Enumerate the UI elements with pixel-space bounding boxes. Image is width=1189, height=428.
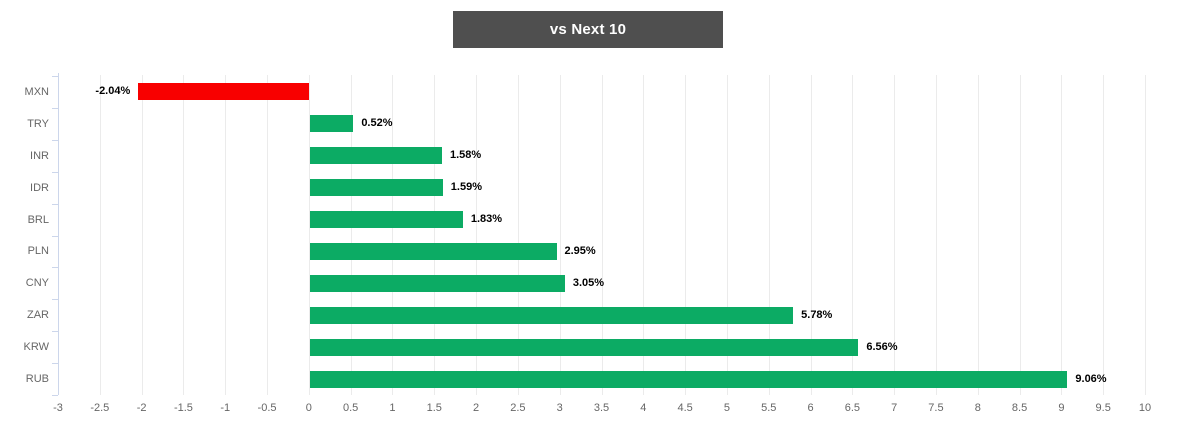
x-axis-tick-label: -2 xyxy=(136,402,147,414)
value-label: 5.78% xyxy=(801,308,833,321)
gridline xyxy=(1061,75,1063,395)
y-axis-tick xyxy=(52,172,58,173)
chart-title: vs Next 10 xyxy=(549,21,627,38)
value-label: 1.83% xyxy=(470,213,503,226)
x-axis-tick-label: 1 xyxy=(389,402,396,414)
y-axis-tick xyxy=(52,140,58,141)
gridline xyxy=(1103,75,1105,395)
gridline xyxy=(894,75,896,395)
gridline xyxy=(768,75,770,395)
x-axis-tick-label: 5.5 xyxy=(761,402,777,414)
category-label: MXN xyxy=(24,85,49,98)
value-label: 3.05% xyxy=(572,276,605,289)
gridline xyxy=(685,75,687,395)
category-label: PLN xyxy=(27,245,49,258)
x-axis-tick-label: 9.5 xyxy=(1095,402,1111,414)
x-axis-tick-label: 8 xyxy=(974,402,981,414)
gridline xyxy=(977,75,979,395)
x-axis-tick-label: -2.5 xyxy=(90,402,110,414)
bar xyxy=(138,83,309,101)
y-axis-tick xyxy=(52,76,58,77)
y-axis-line xyxy=(58,73,59,395)
gridline xyxy=(99,75,101,395)
gridline xyxy=(392,75,394,395)
y-axis-tick xyxy=(52,204,58,205)
gridline xyxy=(183,75,185,395)
gridline xyxy=(726,75,728,395)
gridline xyxy=(434,75,436,395)
x-axis-tick-label: 2 xyxy=(473,402,480,414)
x-axis-tick-label: 10 xyxy=(1138,402,1152,414)
x-axis-tick-label: 1.5 xyxy=(426,402,442,414)
x-axis-tick-label: 7.5 xyxy=(928,402,944,414)
x-axis-tick-label: 6 xyxy=(807,402,814,414)
gridline xyxy=(559,75,561,395)
x-axis-tick-label: 3 xyxy=(556,402,563,414)
x-axis-tick-label: 2.5 xyxy=(510,402,526,414)
gridline xyxy=(1019,75,1021,395)
y-axis-tick xyxy=(52,236,58,237)
gridline xyxy=(308,75,310,395)
x-axis-tick-label: 0 xyxy=(305,402,312,414)
category-label: ZAR xyxy=(27,309,49,322)
value-label: 1.59% xyxy=(450,181,482,194)
gridline xyxy=(476,75,478,395)
bar xyxy=(309,242,557,260)
category-label: BRL xyxy=(27,213,49,226)
bar xyxy=(309,115,354,133)
x-axis-tick-label: 6.5 xyxy=(844,402,860,414)
bar xyxy=(309,179,443,197)
y-axis-tick xyxy=(52,299,58,300)
y-axis-tick xyxy=(52,395,58,396)
gridline xyxy=(935,75,937,395)
x-axis-tick-label: 7 xyxy=(891,402,898,414)
x-axis-tick-label: -1 xyxy=(220,402,231,414)
bar xyxy=(309,338,859,356)
gridline xyxy=(225,75,227,395)
gridline xyxy=(1145,75,1146,395)
gridline xyxy=(810,75,812,395)
gridline xyxy=(517,75,519,395)
x-axis-tick-label: 9 xyxy=(1058,402,1065,414)
bar xyxy=(309,211,463,229)
value-label: 9.06% xyxy=(1075,372,1107,385)
category-label: TRY xyxy=(27,117,49,130)
x-axis-tick-label: 5 xyxy=(723,402,730,414)
value-label: 6.56% xyxy=(866,340,898,353)
category-label: INR xyxy=(30,149,49,162)
gridline xyxy=(601,75,603,395)
gridline xyxy=(267,75,269,395)
x-axis-tick-label: -0.5 xyxy=(257,402,277,414)
y-axis-tick xyxy=(52,331,58,332)
y-axis-tick xyxy=(52,108,58,109)
value-label: 0.52% xyxy=(361,117,393,130)
bar xyxy=(309,147,442,165)
x-axis-tick-label: 0.5 xyxy=(342,402,359,414)
gridline xyxy=(643,75,645,395)
bar xyxy=(309,306,794,324)
category-label: RUB xyxy=(25,373,49,386)
x-axis-tick-label: -1.5 xyxy=(173,402,193,414)
chart-title-banner: vs Next 10 xyxy=(453,11,723,48)
gridline xyxy=(350,75,352,395)
gridline xyxy=(141,75,143,395)
x-axis-tick-label: 8.5 xyxy=(1011,402,1028,414)
bar xyxy=(309,370,1068,388)
value-label: -2.04% xyxy=(95,85,131,98)
y-axis-tick xyxy=(52,267,58,268)
y-axis-tick xyxy=(52,363,58,364)
x-axis-tick-label: 4.5 xyxy=(677,402,693,414)
x-axis-tick-label: -3 xyxy=(53,402,63,414)
category-label: CNY xyxy=(25,277,49,290)
bar xyxy=(309,274,565,292)
x-axis-tick-label: 3.5 xyxy=(593,402,610,414)
category-label: IDR xyxy=(30,181,49,194)
value-label: 1.58% xyxy=(449,149,482,162)
value-label: 2.95% xyxy=(564,244,596,257)
x-axis-tick-label: 4 xyxy=(640,402,647,414)
gridline xyxy=(852,75,854,395)
category-label: KRW xyxy=(23,341,49,354)
